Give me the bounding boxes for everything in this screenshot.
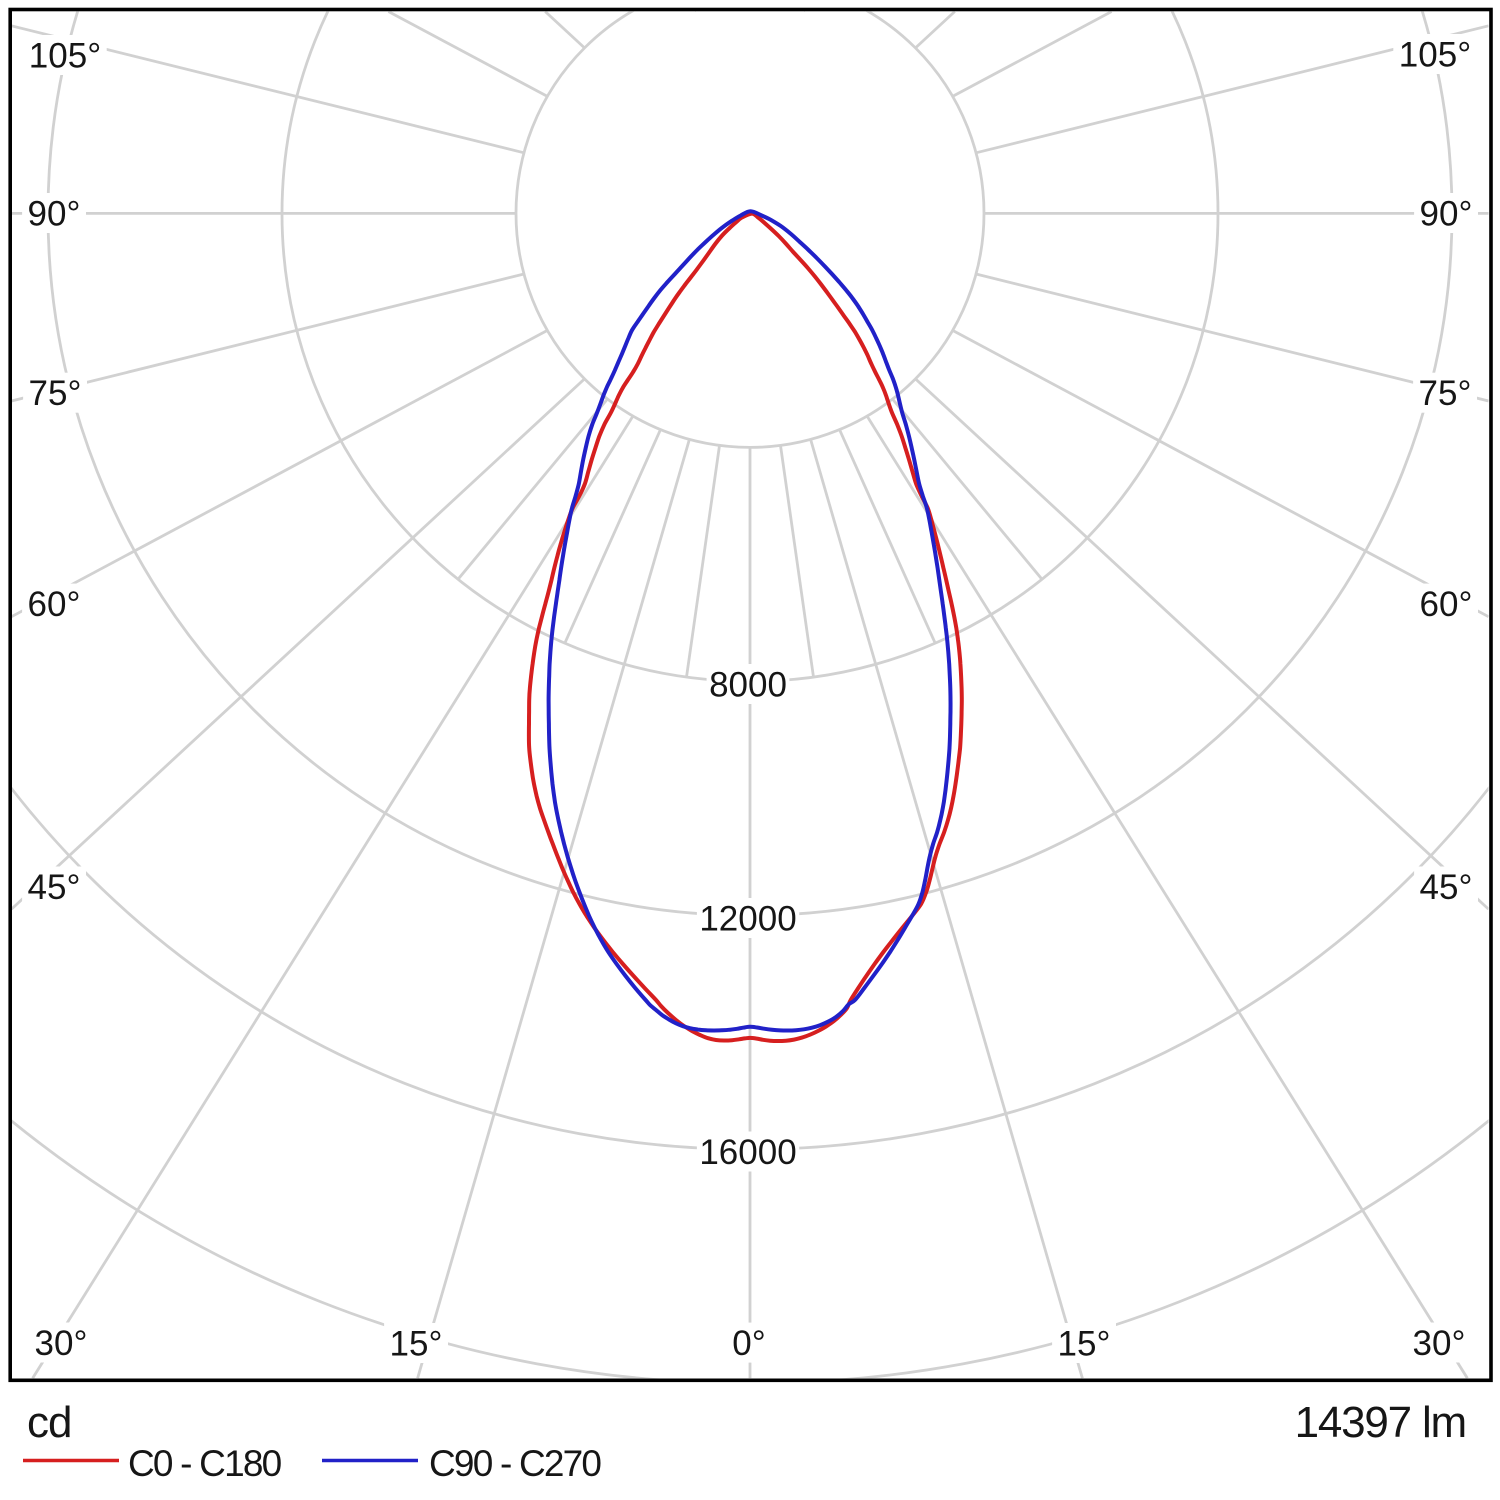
svg-text:16000: 16000 xyxy=(699,1133,796,1172)
svg-text:15°: 15° xyxy=(390,1324,443,1363)
svg-text:C90 - C270: C90 - C270 xyxy=(429,1443,601,1484)
svg-text:30°: 30° xyxy=(1413,1324,1466,1363)
svg-text:105°: 105° xyxy=(29,36,101,75)
svg-text:8000: 8000 xyxy=(709,665,787,704)
svg-text:90°: 90° xyxy=(1420,194,1473,233)
svg-text:0°: 0° xyxy=(732,1324,765,1363)
svg-text:15°: 15° xyxy=(1058,1324,1111,1363)
svg-text:75°: 75° xyxy=(29,374,82,413)
svg-text:60°: 60° xyxy=(1420,585,1473,624)
svg-text:105°: 105° xyxy=(1399,35,1471,74)
svg-text:30°: 30° xyxy=(35,1324,88,1363)
svg-text:75°: 75° xyxy=(1419,374,1472,413)
svg-text:14397 lm: 14397 lm xyxy=(1295,1398,1466,1447)
svg-text:12000: 12000 xyxy=(699,899,796,938)
svg-text:cd: cd xyxy=(27,1398,71,1447)
svg-text:90°: 90° xyxy=(28,194,81,233)
svg-text:60°: 60° xyxy=(28,585,81,624)
svg-text:C0 - C180: C0 - C180 xyxy=(128,1443,282,1484)
svg-text:45°: 45° xyxy=(1420,868,1473,907)
svg-text:45°: 45° xyxy=(28,868,81,907)
